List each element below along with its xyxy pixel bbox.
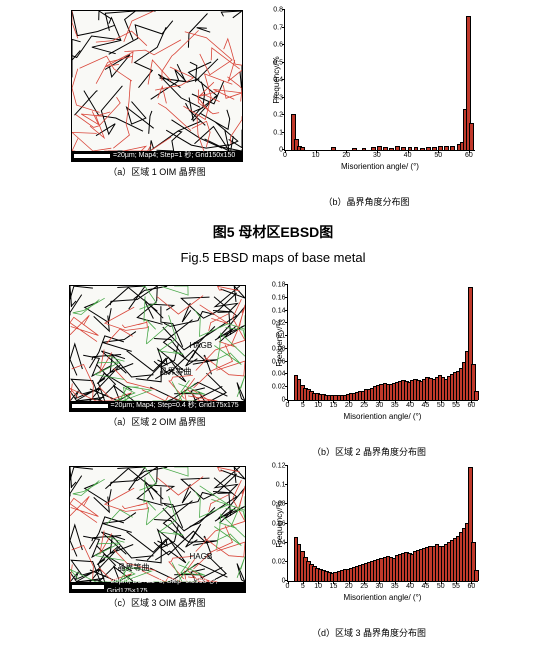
panel-a: =20µm; Map4; Step=1 秒; Grid150x150 （a）区域… <box>71 10 243 208</box>
y-tick-label: 0.18 <box>272 282 288 289</box>
histogram-bar <box>474 570 479 581</box>
chart-c: 00.020.040.060.080.10.120.140.160.180510… <box>287 285 478 401</box>
chart-d: 00.020.040.060.080.10.120510152025303540… <box>287 466 478 582</box>
y-tick-label: 0.1 <box>273 129 285 136</box>
y-tick-label: 0.16 <box>272 294 288 301</box>
y-axis-label: Frequency/% <box>275 500 284 547</box>
panel-d-chart: 00.020.040.060.080.10.120510152025303540… <box>261 466 478 639</box>
y-tick-label: 0.14 <box>272 307 288 314</box>
caption-b: （b）晶界角度分布图 <box>323 195 409 208</box>
oim-scalebar-footer: =20µm; BC+E1~3; Step=0.3998 秒; Grid175×1… <box>70 582 245 592</box>
caption-c-chart: （b）区域 2 晶界角度分布图 <box>312 445 426 458</box>
panel-c-chart: 00.020.040.060.080.10.120.140.160.180510… <box>261 285 478 458</box>
caption-a: （a）区域 1 OIM 晶界图 <box>108 165 206 178</box>
oim-scalebar-footer: =20µm; Map4; Step=0.4 秒; Grid175x175 <box>70 401 245 411</box>
x-axis-label: Misoriention angle/ (°) <box>344 412 422 421</box>
y-tick-label: 0.7 <box>273 24 285 31</box>
y-tick-label: 0.6 <box>273 42 285 49</box>
y-tick-label: 0.12 <box>272 463 288 470</box>
histogram-bar <box>395 146 400 150</box>
row-2: HAGB 晶界等曲 =20µm; Map4; Step=0.4 秒; Grid175… <box>10 285 536 458</box>
figure-title-cn: 图5 母材区EBSD图 <box>10 222 536 242</box>
x-axis-label: Misoriention angle/ (°) <box>341 162 419 171</box>
histogram-bar <box>420 148 425 150</box>
oim-map-a: =20µm; Map4; Step=1 秒; Grid150x150 <box>71 10 243 162</box>
oim-annotation: HAGB <box>190 552 213 561</box>
histogram-bar <box>300 147 305 150</box>
row-3: HAGB 晶界等曲 =20µm; BC+E1~3; Step=0.3998 秒; G… <box>10 466 536 639</box>
caption-c-oim: （a）区域 2 OIM 晶界图 <box>108 415 206 428</box>
y-tick-label: 0.2 <box>273 112 285 119</box>
y-tick-label: 0.02 <box>272 384 288 391</box>
caption-d-chart: （d）区域 3 晶界角度分布图 <box>312 626 426 639</box>
y-axis-label: Frequency/% <box>272 56 281 103</box>
y-tick-label: 0.8 <box>273 7 285 14</box>
oim-annotation: 晶界等曲 <box>118 562 150 573</box>
y-tick-label: 0.04 <box>272 371 288 378</box>
histogram-bar <box>444 146 449 150</box>
oim-annotation: HAGB <box>190 341 213 350</box>
histogram-bar <box>414 147 419 150</box>
panel-c-oim: HAGB 晶界等曲 =20µm; Map4; Step=0.4 秒; Grid175… <box>69 285 246 458</box>
oim-scalebar-footer: =20µm; Map4; Step=1 秒; Grid150x150 <box>72 151 242 161</box>
y-tick-label: 0.02 <box>272 558 288 565</box>
histogram-bar <box>469 123 474 150</box>
histogram-bar <box>362 148 367 150</box>
histogram-bar <box>331 147 336 150</box>
histogram-bar <box>352 148 357 150</box>
histogram-bar <box>474 391 479 400</box>
x-axis-label: Misoriention angle/ (°) <box>344 593 422 602</box>
histogram-bar <box>383 147 388 150</box>
histogram-bar <box>450 146 455 151</box>
panel-d-oim: HAGB 晶界等曲 =20µm; BC+E1~3; Step=0.3998 秒; G… <box>69 466 246 639</box>
oim-map-d: HAGB 晶界等曲 =20µm; BC+E1~3; Step=0.3998 秒; G… <box>69 466 246 593</box>
figure-title-en: Fig.5 EBSD maps of base metal <box>10 250 536 265</box>
oim-annotation: 晶界等曲 <box>160 366 192 377</box>
histogram-bar <box>426 147 431 150</box>
panel-b: 00.10.20.30.40.50.60.70.80102030405060Fr… <box>258 10 475 208</box>
row-1: =20µm; Map4; Step=1 秒; Grid150x150 （a）区域… <box>10 10 536 208</box>
oim-map-c: HAGB 晶界等曲 =20µm; Map4; Step=0.4 秒; Grid175… <box>69 285 246 412</box>
histogram-bar <box>389 148 394 150</box>
caption-d-oim: （c）区域 3 OIM 晶界图 <box>108 596 205 609</box>
y-axis-label: Frequency/% <box>275 319 284 366</box>
y-tick-label: 0.1 <box>276 482 288 489</box>
chart-b: 00.10.20.30.40.50.60.70.80102030405060Fr… <box>284 10 475 151</box>
